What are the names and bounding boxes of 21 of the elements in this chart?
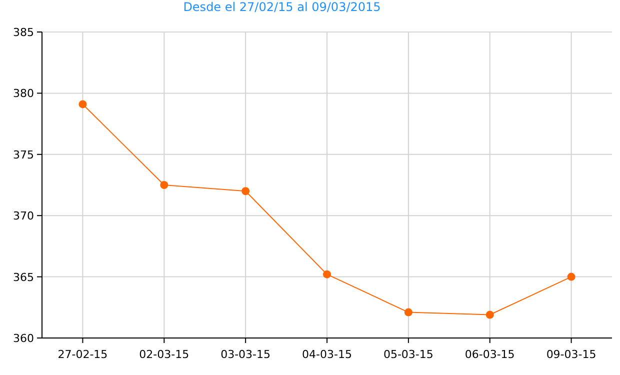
point <box>404 308 412 316</box>
x-tick-label: 09-03-15 <box>546 348 596 361</box>
y-tick-label: 380 <box>13 87 34 100</box>
y-tick-label: 370 <box>13 210 34 223</box>
y-tick-label: 365 <box>13 270 34 284</box>
point <box>567 272 576 281</box>
point <box>78 100 87 108</box>
x-tick-label: 06-03-15 <box>464 348 515 361</box>
point <box>323 270 331 278</box>
x-tick-label: 05-03-15 <box>383 348 434 361</box>
x-tick-label: 04-03-15 <box>302 348 352 361</box>
x-tick-label: 02-03-15 <box>139 348 190 361</box>
y-tick-label: 385 <box>13 26 34 39</box>
x-tick-label: 27-02-15 <box>58 348 108 361</box>
y-tick-label: 360 <box>13 332 34 345</box>
y-tick-label: 375 <box>13 148 34 162</box>
point <box>242 187 250 196</box>
x-tick-label: 03-03-15 <box>220 348 271 361</box>
chart-title: Desde el 27/02/15 al 09/03/2015 <box>183 0 381 14</box>
point <box>160 181 168 189</box>
point <box>486 310 494 319</box>
